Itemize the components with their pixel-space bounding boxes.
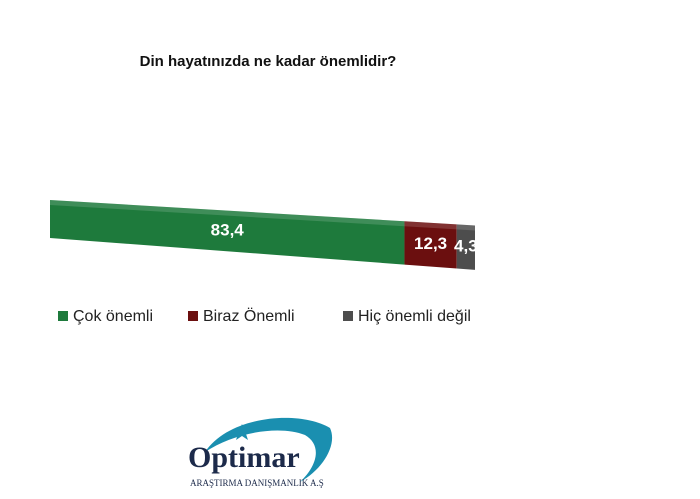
logo: Optimar ARAŞTIRMA DANIŞMANLIK A.Ş [188,417,333,488]
bar-top [456,224,475,231]
legend-label: Biraz Önemli [203,307,295,325]
legend-swatch [58,311,68,321]
bar-top [404,221,457,230]
legend-swatch [188,311,198,321]
bar-segment [456,224,475,270]
legend-swatch [343,311,353,321]
legend-label: Çok önemli [73,308,153,325]
logo-star [233,424,251,440]
data-label: 4,3 [454,237,478,256]
data-label: 83,4 [211,220,245,239]
bar-top [50,200,405,227]
bar-segment [404,221,457,269]
chart-title: Din hayatınızda ne kadar önemlidir? [140,53,397,70]
logo-name: Optimar [188,441,300,474]
logo-swoosh [205,417,333,482]
bar-segment [50,200,405,265]
legend-label: Hiç önemli değil [358,308,471,325]
logo-tagline: ARAŞTIRMA DANIŞMANLIK A.Ş [190,478,324,488]
data-label: 12,3 [414,234,447,253]
